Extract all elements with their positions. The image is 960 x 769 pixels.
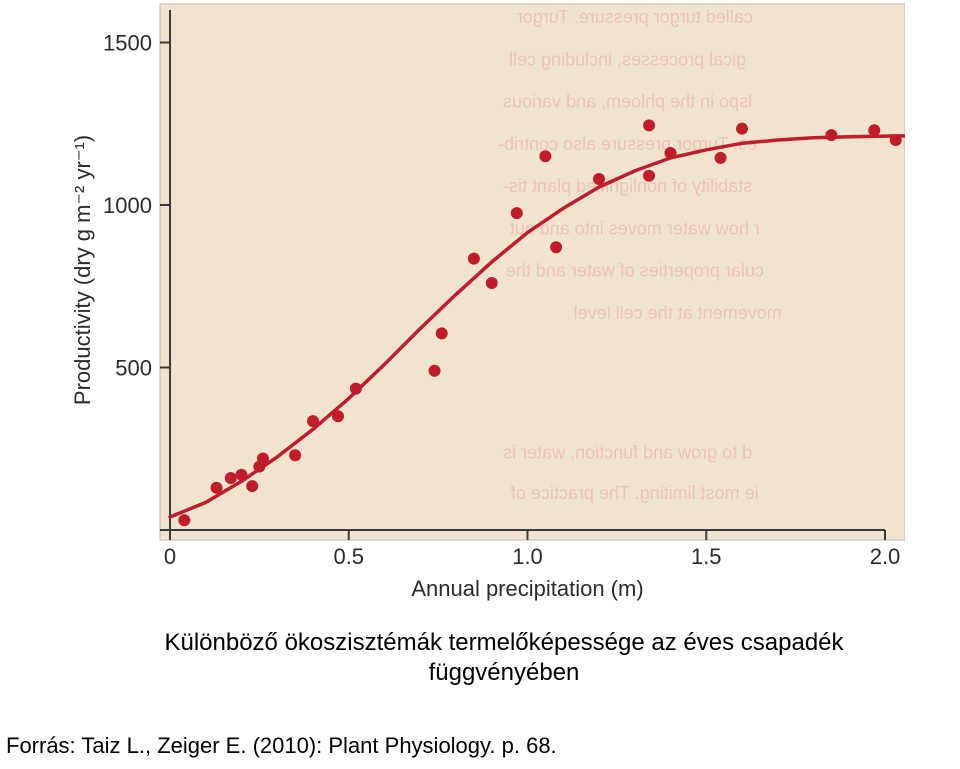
svg-text:lspo in the phloem, and variou: lspo in the phloem, and various [503,92,752,112]
svg-text:1.0: 1.0 [512,544,543,569]
figure-source: Forrás: Taiz L., Zeiger E. (2010): Plant… [0,733,557,759]
svg-text:es. Turgor pressure also contr: es. Turgor pressure also contrib- [498,134,757,154]
figure-caption: Különböző ökoszisztémák termelőképessége… [48,628,960,688]
svg-text:500: 500 [115,356,152,381]
svg-text:gical processes, including cel: gical processes, including cell [509,49,746,69]
svg-text:d to grow and function, water: d to grow and function, water is [503,443,752,463]
caption-line-1: Különböző ökoszisztémák termelőképessége… [164,629,843,656]
svg-text:Productivity (dry g m⁻² yr⁻¹): Productivity (dry g m⁻² yr⁻¹) [70,135,95,405]
svg-text:0.5: 0.5 [333,544,364,569]
svg-text:1500: 1500 [103,31,152,56]
svg-text:Annual precipitation (m): Annual precipitation (m) [411,576,643,601]
svg-text:0: 0 [164,544,176,569]
svg-text:movement at the cell level: movement at the cell level [574,303,782,323]
svg-text:1000: 1000 [103,193,152,218]
svg-text:cular properties of water and: cular properties of water and the [506,261,764,281]
svg-text:stability of nonlignified plan: stability of nonlignified plant tis- [503,176,752,196]
svg-text:2.0: 2.0 [870,544,901,569]
svg-text:1.5: 1.5 [691,544,722,569]
svg-text:called turgor pressure. Turgor: called turgor pressure. Turgor [517,7,753,27]
productivity-chart: called turgor pressure. Turgor gical proc… [55,0,905,620]
caption-line-2: függvényében [429,659,580,686]
svg-text:ie most limiting. The practice: ie most limiting. The practice of [510,483,759,503]
